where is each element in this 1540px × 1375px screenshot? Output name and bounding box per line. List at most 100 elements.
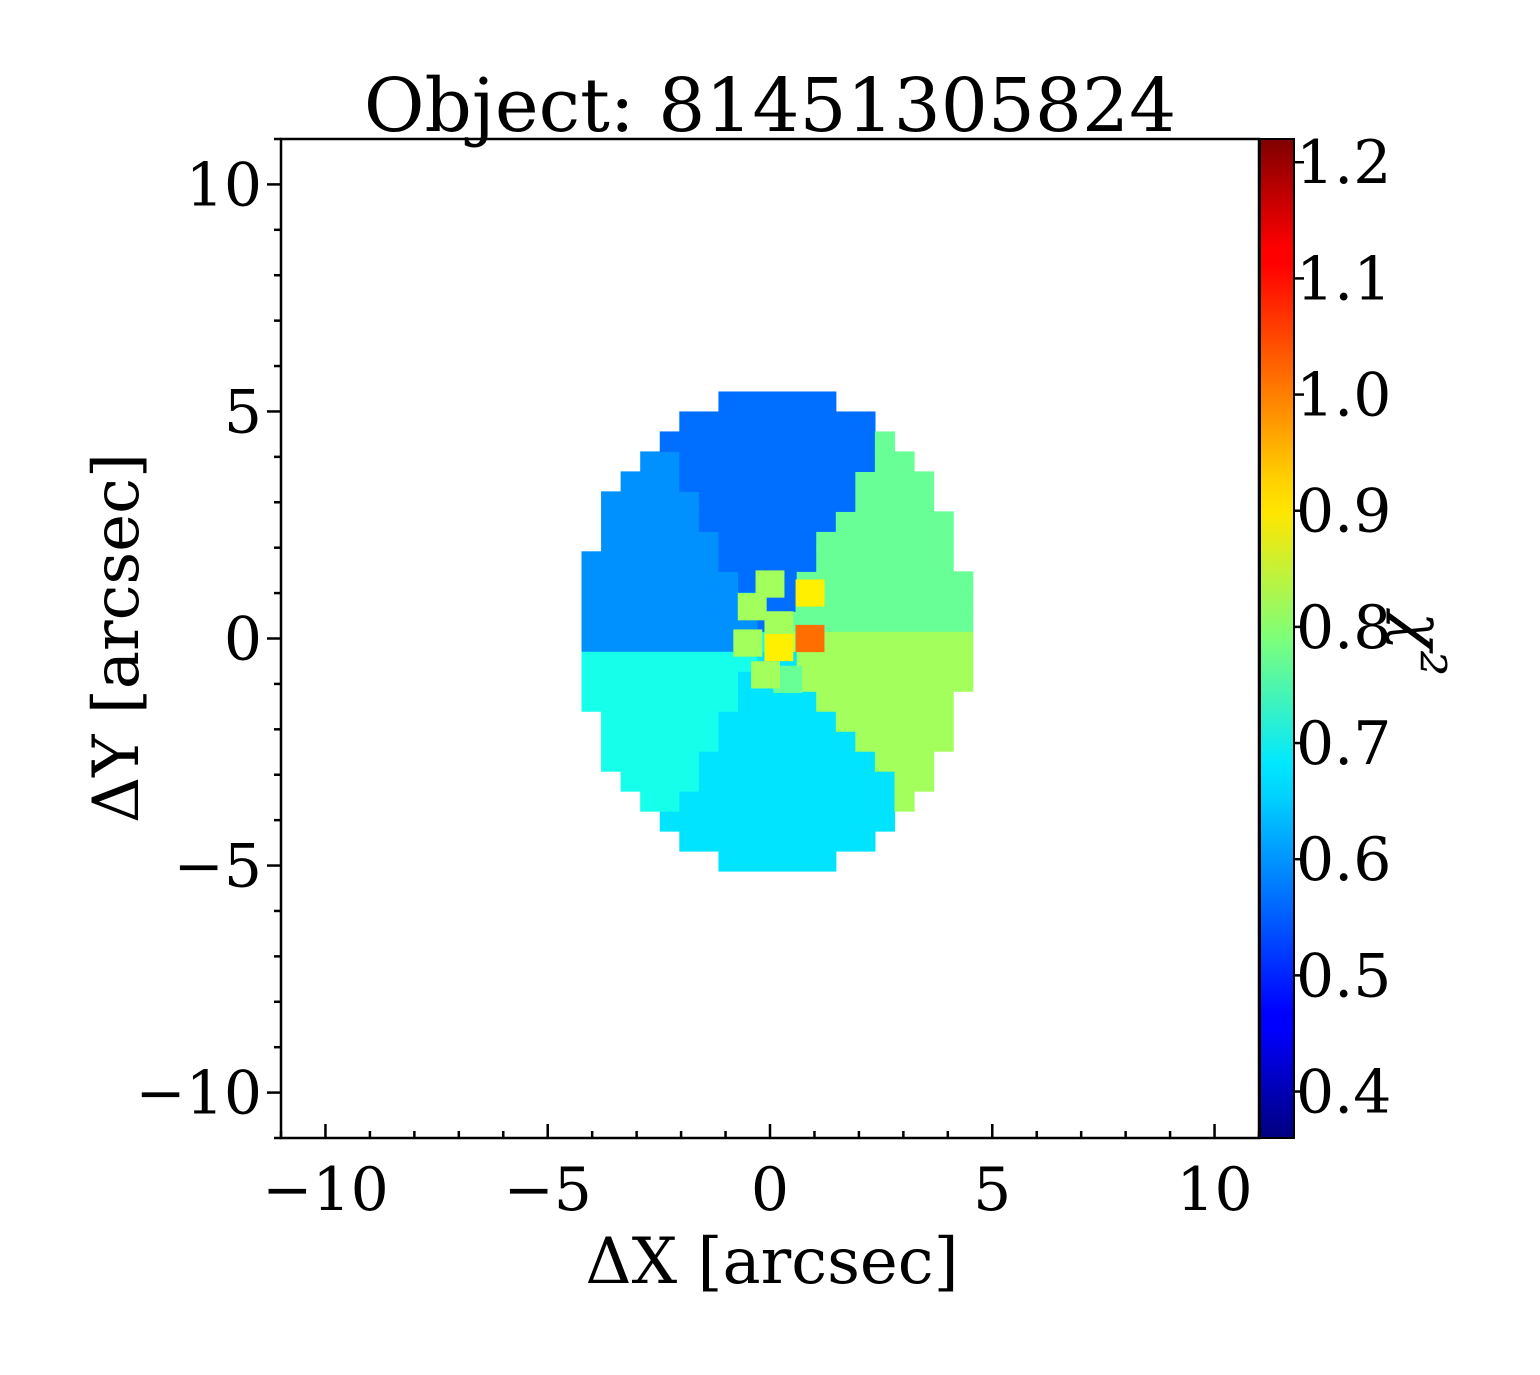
heatmap-cell — [640, 591, 661, 612]
heatmap-cell — [737, 411, 759, 433]
heatmap-cell — [737, 791, 759, 812]
heatmap-cell — [679, 811, 700, 832]
heatmap-cell — [698, 611, 720, 632]
heatmap-cell — [737, 511, 759, 532]
heatmap-cell — [640, 751, 661, 772]
heatmap-cell — [874, 791, 896, 812]
heatmap-cell — [698, 751, 720, 772]
heatmap-cell — [874, 711, 896, 732]
heatmap-cell — [914, 511, 935, 532]
heatmap-cell — [679, 531, 700, 552]
heatmap-cell — [777, 451, 798, 472]
heatmap-cell — [874, 811, 896, 832]
heatmap-cell — [718, 591, 739, 612]
heatmap-cell — [620, 631, 641, 652]
heatmap-cell — [659, 571, 680, 592]
heatmap-cell — [816, 811, 837, 832]
heatmap-cell — [698, 451, 720, 472]
heatmap-cell — [757, 391, 778, 413]
heatmap-cell — [659, 631, 680, 652]
heatmap-cell — [855, 451, 876, 472]
heatmap-cell — [835, 811, 856, 832]
heatmap-cell — [640, 691, 661, 712]
heatmap-cell — [816, 851, 837, 872]
heatmap-cell — [953, 671, 974, 692]
heatmap-cell — [659, 791, 680, 812]
heatmap-cell — [659, 451, 680, 472]
heatmap-cell — [855, 791, 876, 812]
heatmap-cell — [933, 551, 954, 572]
heatmap-cell — [855, 431, 876, 453]
y-axis-ticks: −10 −5 0 5 10 — [135, 137, 281, 1140]
heatmap-cell — [953, 611, 974, 632]
colorbar-tick-label: 0.9 — [1296, 477, 1391, 547]
heatmap-cell — [757, 851, 778, 872]
heatmap-cell — [816, 731, 837, 752]
heatmap-cell — [914, 631, 935, 652]
heatmap-cell — [737, 571, 759, 592]
heatmap-cell — [796, 691, 817, 712]
heatmap-cell — [894, 611, 915, 632]
heatmap-cell — [874, 451, 896, 472]
center-bin-cell — [795, 624, 825, 653]
heatmap-cell — [640, 651, 661, 672]
heatmap-cell — [933, 591, 954, 612]
heatmap-cell — [816, 391, 837, 413]
heatmap-cell — [601, 671, 622, 692]
heatmap-cell — [659, 811, 680, 832]
heatmap-cell — [718, 411, 739, 433]
heatmap-cell — [679, 691, 700, 712]
heatmap-cell — [718, 551, 739, 572]
heatmap-cell — [679, 731, 700, 752]
heatmap-cell — [698, 571, 720, 592]
heatmap-cell — [894, 471, 915, 492]
heatmap-cell — [855, 491, 876, 512]
heatmap-cell — [874, 531, 896, 552]
heatmap-cell — [718, 431, 739, 453]
heatmap-cell — [698, 531, 720, 552]
y-tick-label: −10 — [135, 1059, 262, 1129]
heatmap-cell — [816, 451, 837, 472]
heatmap-cell — [914, 471, 935, 492]
heatmap-cell — [659, 691, 680, 712]
heatmap-cell — [679, 431, 700, 453]
heatmap-cell — [855, 811, 876, 832]
heatmap-cell — [777, 411, 798, 433]
heatmap-cell — [914, 771, 935, 792]
heatmap-cell — [953, 631, 974, 652]
colorbar-tick-label: 0.5 — [1296, 941, 1391, 1011]
heatmap-cell — [601, 631, 622, 652]
heatmap-cell — [737, 751, 759, 772]
heatmap-cell — [777, 751, 798, 772]
heatmap-cell — [894, 651, 915, 672]
colorbar-label: χ² — [1384, 608, 1458, 676]
heatmap-cell — [737, 711, 759, 732]
heatmap-cell — [874, 511, 896, 532]
heatmap-cell — [757, 531, 778, 552]
heatmap-cell — [698, 811, 720, 832]
x-tick-label: 10 — [1176, 1155, 1252, 1225]
heatmap-cell — [914, 671, 935, 692]
heatmap-cell — [777, 731, 798, 752]
heatmap-cell — [894, 571, 915, 592]
heatmap-pixels — [581, 391, 974, 872]
heatmap-cell — [718, 611, 739, 632]
heatmap-cell — [777, 531, 798, 552]
heatmap-cell — [698, 651, 720, 672]
heatmap-cell — [679, 711, 700, 732]
heatmap-cell — [777, 551, 798, 572]
colorbar-ticks: 0.4 0.5 0.6 0.7 0.8 0.9 1.0 1.1 1.2 — [1294, 128, 1391, 1128]
heatmap-cell — [679, 471, 700, 492]
heatmap-cell — [718, 791, 739, 812]
heatmap-cell — [855, 631, 876, 652]
heatmap-cell — [757, 511, 778, 532]
heatmap-cell — [737, 731, 759, 752]
heatmap-cell — [718, 731, 739, 752]
heatmap-cell — [737, 491, 759, 512]
heatmap-cell — [835, 491, 856, 512]
heatmap-cell — [874, 471, 896, 492]
heatmap-cell — [796, 751, 817, 772]
heatmap-cell — [737, 691, 759, 712]
heatmap-cell — [894, 491, 915, 512]
heatmap-cell — [601, 531, 622, 552]
